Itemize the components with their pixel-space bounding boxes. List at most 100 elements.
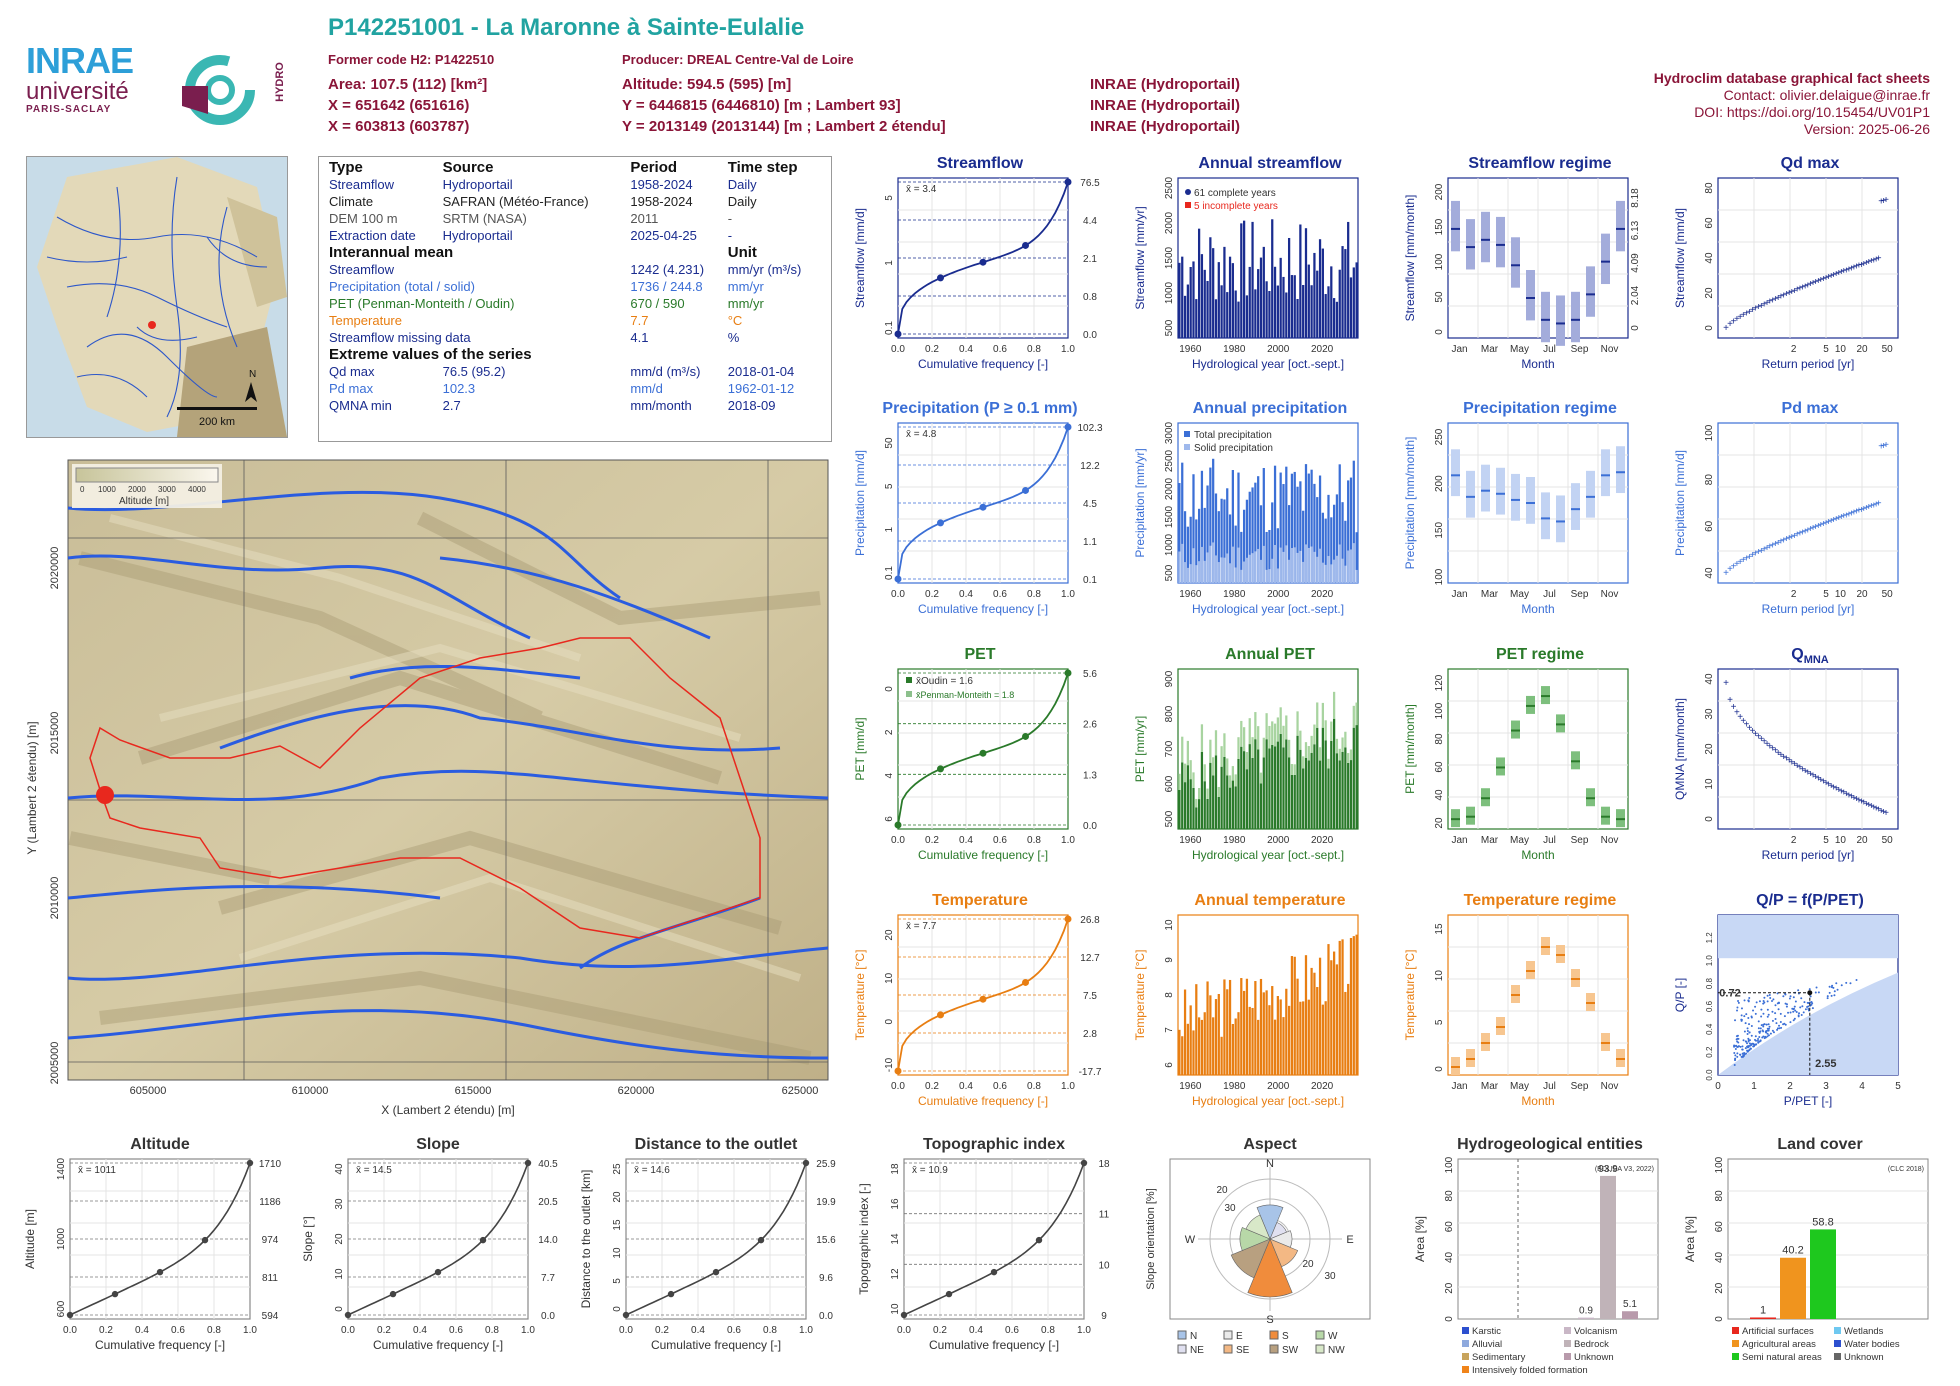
annual-bar xyxy=(1248,491,1251,583)
chart-title: Land cover xyxy=(1777,1136,1862,1153)
regime-box xyxy=(1601,449,1610,497)
cell: 2025-04-25 xyxy=(630,228,697,243)
annual-bar xyxy=(1183,782,1187,829)
annual-bar-part xyxy=(1310,735,1313,753)
qp-point xyxy=(1785,1003,1788,1006)
annual-bar xyxy=(1212,248,1215,338)
annual-bar-part xyxy=(1220,557,1223,583)
quantile-label: 12.2 xyxy=(1080,461,1100,472)
return-point: + xyxy=(1841,266,1847,277)
qp-point xyxy=(1755,1001,1758,1004)
qp-point xyxy=(1745,1013,1748,1016)
return-point: + xyxy=(1775,293,1781,304)
plot-frame xyxy=(1447,422,1629,584)
cdf-line xyxy=(69,1162,251,1316)
annual-bar xyxy=(1327,494,1330,583)
map-xlabel: X (Lambert 2 étendu) [m] xyxy=(381,1103,514,1117)
annual-bar xyxy=(1200,254,1204,338)
bar-value: 93.9 xyxy=(1598,1164,1618,1175)
y-tick: 600 xyxy=(56,1300,67,1317)
x-tick: 50 xyxy=(1882,589,1894,600)
annual-bar-part xyxy=(1321,562,1324,583)
legend-square xyxy=(1184,444,1190,450)
return-point: + xyxy=(1740,555,1746,566)
annual-bar xyxy=(1248,1006,1251,1075)
annual-bar xyxy=(1197,799,1201,829)
qp-point xyxy=(1776,1028,1779,1031)
x-label: P/PET [-] xyxy=(1784,1094,1832,1108)
annual-bar-part xyxy=(1332,691,1336,719)
qp-point xyxy=(1774,1004,1777,1007)
x-tick: 1.0 xyxy=(1061,1081,1075,1092)
cell: °C xyxy=(727,313,743,328)
quantile-label: 12.7 xyxy=(1080,953,1100,964)
annual-bar xyxy=(1206,280,1209,338)
x-tick: 0.0 xyxy=(619,1325,633,1336)
annual-bar xyxy=(1273,746,1277,829)
annual-bar xyxy=(1293,275,1296,338)
annual-bar xyxy=(1220,285,1223,338)
x-tick: 1.0 xyxy=(1077,1325,1091,1336)
qp-point xyxy=(1766,1027,1769,1030)
annual-bar xyxy=(1332,718,1336,829)
annual-bar xyxy=(1245,769,1249,829)
annual-bar xyxy=(1276,528,1279,583)
annual-bar xyxy=(1197,508,1201,583)
qp-point xyxy=(1734,1057,1737,1060)
cell: Daily xyxy=(727,194,757,209)
x-tick: 0.4 xyxy=(135,1325,149,1336)
legend-square xyxy=(1462,1366,1469,1373)
y-tick: 40 xyxy=(1714,1251,1725,1263)
cdf-point xyxy=(1022,978,1029,986)
quantile-label: 1.3 xyxy=(1083,770,1097,781)
producer: Producer: DREAL Centre-Val de Loire xyxy=(622,52,854,67)
col-type: Type xyxy=(329,159,363,176)
legend-square xyxy=(1732,1327,1739,1334)
x-tick: 10 xyxy=(1835,344,1847,355)
y-tick: 3000 xyxy=(1164,421,1175,444)
qp-point xyxy=(1779,1012,1782,1015)
x-tick: 2 xyxy=(1791,589,1797,600)
y-tick: 18 xyxy=(890,1163,901,1175)
annual-bar xyxy=(1186,526,1189,583)
annual-bar-part xyxy=(1296,711,1299,736)
annual-bar xyxy=(1220,1036,1223,1075)
qp-point xyxy=(1748,1031,1751,1034)
contact: Contact: olivier.delaigue@inrae.fr xyxy=(1723,87,1930,103)
cdf-point xyxy=(111,1290,119,1298)
annual-bar xyxy=(1310,469,1313,583)
qp-point xyxy=(1789,995,1792,998)
y-tick: 16 xyxy=(890,1198,901,1210)
annual-bar xyxy=(1352,460,1355,583)
cdf-line xyxy=(347,1162,529,1316)
cell: mm/d xyxy=(630,381,663,396)
qp-point xyxy=(1793,1017,1796,1020)
return-point: + xyxy=(1734,559,1740,570)
qp-point xyxy=(1736,1052,1739,1055)
y-tick: 15 xyxy=(612,1219,623,1231)
cdf-point xyxy=(434,1268,442,1276)
map-xtick: 620000 xyxy=(618,1085,655,1097)
return-point: + xyxy=(1815,774,1821,785)
annual-bar-part xyxy=(1341,558,1344,583)
qp-y-value: 0.72 xyxy=(1719,988,1740,1000)
qp-point xyxy=(1740,1014,1743,1017)
annual-bar xyxy=(1330,960,1333,1075)
return-point: + xyxy=(1876,499,1882,510)
annual-bar xyxy=(1318,239,1322,338)
x-tick: 2000 xyxy=(1267,344,1290,355)
annual-bar xyxy=(1245,295,1249,338)
x-tick: Mar xyxy=(1481,344,1499,355)
y-tick: 80 xyxy=(1704,474,1715,486)
annual-bar xyxy=(1257,749,1260,829)
return-point: + xyxy=(1770,295,1776,306)
cell: 102.3 xyxy=(442,381,476,396)
qp-point xyxy=(1840,984,1843,987)
y-tick: 25 xyxy=(612,1163,623,1175)
y-tick: 0.4 xyxy=(1705,1023,1714,1035)
x-tick: 0.8 xyxy=(1027,344,1041,355)
annual-bar xyxy=(1352,267,1355,338)
qp-point xyxy=(1762,1000,1765,1003)
y-tick: 1 xyxy=(884,526,895,532)
quantile-label: 19.9 xyxy=(816,1197,836,1208)
